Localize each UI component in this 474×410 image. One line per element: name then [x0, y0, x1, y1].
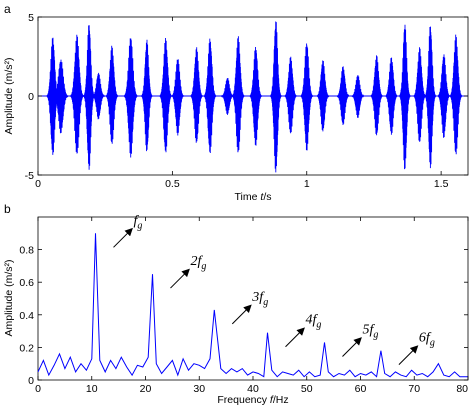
harmonic-arrow	[285, 327, 305, 348]
signal-burst	[92, 72, 105, 120]
harmonic-coef: 2	[190, 254, 197, 269]
signal-burst	[171, 59, 185, 136]
harmonic-label: 4fg	[306, 313, 322, 331]
y-tick-label-b: 0.2	[19, 342, 34, 354]
signal-burst	[316, 60, 330, 132]
harmonic-base: f	[134, 213, 140, 228]
axis-ticks-b: 0 10 20 30 40 50 60 70 80 0 0.2 0.4 0.6 0.8	[19, 217, 469, 395]
harmonic-subscript: g	[430, 338, 435, 349]
x-tick-label-b: 80	[456, 383, 468, 395]
y-tick-label-b: 0.6	[19, 277, 34, 289]
signal-burst	[159, 37, 173, 153]
x-label-prefix-a: Time	[235, 191, 261, 203]
x-axis-label-b: Frequency f/Hz	[217, 394, 288, 406]
signal-burst	[105, 45, 119, 144]
harmonic-subscript: g	[137, 220, 142, 231]
harmonic-base: f	[259, 290, 265, 305]
harmonic-arrow	[398, 345, 419, 366]
signal-burst	[399, 24, 411, 170]
signal-burst	[203, 38, 217, 154]
harmonic-coef: 5	[362, 323, 369, 338]
y-tick-label-b: 0.4	[19, 310, 34, 322]
harmonic-arrow	[170, 268, 190, 289]
y-tick-label-a: 0	[28, 91, 34, 103]
harmonic-label: 6fg	[419, 331, 435, 349]
x-tick-label-b: 0	[35, 383, 41, 395]
signal-burst	[70, 34, 84, 154]
y-axis-label-a: Amplitude (m/s²)	[3, 57, 15, 134]
harmonic-label: fg	[134, 213, 143, 231]
harmonic-coef: 4	[306, 313, 313, 328]
harmonic-base: f	[426, 331, 432, 346]
signal-burst	[83, 25, 95, 170]
harmonic-arrow	[113, 227, 133, 248]
panel-label-a: a	[4, 2, 11, 16]
signal-burst	[300, 43, 314, 151]
x-tick-label-a: 0	[35, 178, 41, 190]
harmonic-label: 3fg	[251, 290, 268, 308]
x-tick-label-a: 0.5	[165, 178, 180, 190]
x-label-unit-a: /s	[263, 191, 271, 203]
x-label-unit-b: /Hz	[273, 394, 289, 406]
x-axis-label-a: Time t/s	[235, 191, 272, 203]
harmonic-label: 5fg	[362, 323, 378, 341]
signal-burst	[336, 66, 350, 126]
signal-burst	[424, 26, 437, 169]
harmonic-base: f	[197, 254, 203, 269]
signal-burst	[413, 47, 426, 142]
harmonic-base: f	[369, 323, 375, 338]
y-tick-label-b: 0	[28, 375, 34, 387]
panel-label-b: b	[4, 202, 11, 216]
x-label-prefix-b: Frequency	[217, 394, 270, 406]
harmonic-subscript: g	[263, 297, 268, 308]
signal-burst	[351, 75, 365, 118]
x-label-var-a: t	[260, 191, 264, 203]
x-tick-label-b: 70	[408, 383, 420, 395]
harmonic-arrow	[231, 304, 252, 325]
signal-burst	[231, 36, 245, 153]
signal-burst	[190, 47, 203, 143]
harmonic-subscript: g	[201, 261, 206, 272]
y-axis-label-b: Amplitude (m/s²)	[3, 259, 15, 336]
x-tick-label-b: 30	[193, 383, 205, 395]
harmonic-arrow	[342, 337, 362, 357]
signal-burst	[270, 21, 282, 173]
time-signal	[38, 21, 468, 173]
x-tick-label-a: 1	[304, 178, 310, 190]
y-tick-label-a: 5	[28, 12, 34, 24]
harmonic-coef: 6	[419, 331, 426, 346]
signal-burst	[370, 55, 383, 136]
x-tick-label-a: 1.5	[434, 178, 449, 190]
x-tick-label-b: 40	[247, 383, 259, 395]
spectrum-line	[37, 233, 468, 378]
axis-ticks-a: 0 0.5 1 1.5-505	[25, 12, 468, 190]
x-tick-label-b: 60	[355, 383, 367, 395]
x-tick-label-b: 20	[140, 383, 152, 395]
x-tick-label-b: 10	[86, 383, 98, 395]
harmonic-subscript: g	[316, 320, 321, 331]
x-label-var-b: f	[270, 394, 274, 406]
signal-burst	[284, 56, 297, 134]
signal-burst	[53, 59, 69, 134]
signal-burst	[385, 57, 398, 135]
harmonic-label: 2fg	[190, 254, 206, 272]
harmonic-subscript: g	[373, 330, 378, 341]
signal-burst	[141, 39, 153, 152]
signal-burst	[249, 46, 263, 146]
signal-burst	[449, 34, 463, 155]
signal-burst	[437, 54, 451, 138]
signal-burst	[221, 78, 234, 115]
y-tick-label-b: 0.8	[19, 245, 34, 257]
signal-burst	[123, 38, 138, 158]
harmonic-coef: 3	[251, 290, 259, 305]
x-tick-label-b: 50	[301, 383, 313, 395]
y-tick-label-a: -5	[25, 170, 34, 182]
harmonic-base: f	[313, 313, 319, 328]
